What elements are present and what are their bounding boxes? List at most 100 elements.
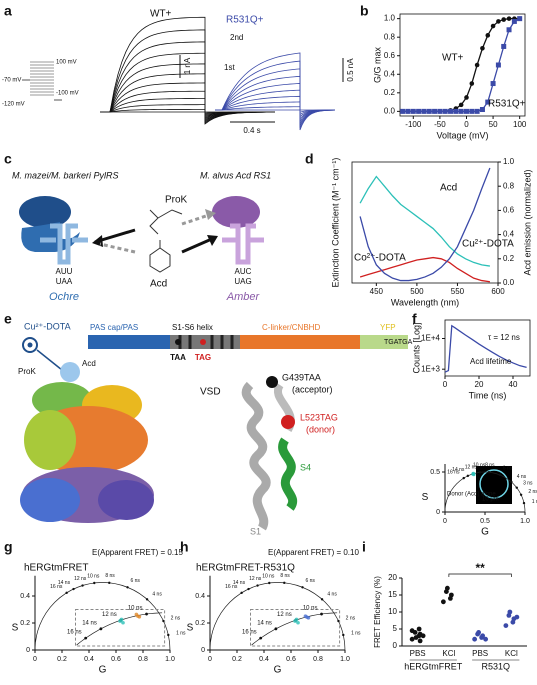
y-tick-label: 0.8 xyxy=(384,32,396,41)
marker xyxy=(511,18,517,24)
lifetime-dot xyxy=(498,473,502,477)
label: ProK xyxy=(18,367,36,376)
y-tick-label: 0.5 xyxy=(430,469,440,476)
lifetime-label: 10 ns xyxy=(87,573,100,579)
phasor-point xyxy=(134,612,139,617)
marker xyxy=(506,27,512,33)
marker xyxy=(501,17,507,22)
lifetime-label: 12 ns xyxy=(249,576,262,582)
significance-label: ** xyxy=(475,561,485,575)
series-label: R531Q+ xyxy=(488,99,526,110)
lifetime-dot xyxy=(99,627,103,631)
phasor-point xyxy=(119,617,124,622)
lifetime-label: 10 ns xyxy=(128,606,143,612)
marker xyxy=(437,108,443,114)
lifetime-dot xyxy=(162,619,165,623)
codon-label: TGATGA xyxy=(384,339,413,346)
lifetime-label: 6 ns xyxy=(503,466,513,472)
protocol-label: 100 mV xyxy=(56,60,77,66)
anticodon: AUC xyxy=(235,267,252,276)
y-tick-label: 15 xyxy=(388,590,397,599)
lifetime-label: 4 ns xyxy=(152,591,162,597)
trna xyxy=(222,223,264,265)
data-point xyxy=(483,636,489,642)
marker xyxy=(469,108,475,114)
lifetime-dot xyxy=(108,581,111,585)
marker xyxy=(410,108,416,114)
marker xyxy=(463,108,469,114)
x-tick-label: 1.0 xyxy=(340,656,350,663)
synthetase xyxy=(212,196,260,228)
chart-subtitle: E(Apparent FRET) = 0.15 xyxy=(92,548,183,557)
x-tick-label: 50 xyxy=(489,120,498,129)
construct-diagram xyxy=(20,335,408,531)
codon-name: Amber xyxy=(226,291,261,303)
data-point xyxy=(420,633,426,639)
lifetime-label: 14 ns xyxy=(452,467,465,473)
lifetime-dot xyxy=(337,619,340,623)
lifetime-dot xyxy=(519,493,523,496)
lifetime-dot xyxy=(167,633,170,637)
y-tick-label: 1E+4 xyxy=(421,334,440,343)
codon-label: TAG xyxy=(195,353,211,362)
lifetime-label: 8 ns xyxy=(280,573,290,579)
lifetime-label: 2 ns xyxy=(171,615,181,621)
enzyme-label: M. alvus Acd RS1 xyxy=(200,170,271,180)
acceptor-residue xyxy=(266,376,278,388)
x-tick-label: 0.6 xyxy=(286,656,296,663)
x-tick-label: KCl xyxy=(505,649,518,658)
series-label: Acd xyxy=(440,183,457,194)
domain-pas xyxy=(88,335,170,349)
lifetime-dot xyxy=(283,581,286,585)
x-tick-label: 0.4 xyxy=(84,656,94,663)
chart-title: hERGtmFRET xyxy=(24,563,88,574)
label: Cu²⁺-DOTA xyxy=(24,321,71,331)
lifetime-dot xyxy=(93,581,96,585)
residue-label: L523TAG xyxy=(300,412,338,422)
helix-label: S1 xyxy=(250,526,261,536)
plot-frame xyxy=(399,13,526,117)
lifetime-label: 1 ns xyxy=(176,631,186,637)
synthetase xyxy=(19,196,71,228)
y-tick-label: 0 xyxy=(393,641,398,650)
codon-label: TAA xyxy=(170,353,186,362)
x-tick-label: 40 xyxy=(509,380,518,389)
x-tick-label: 0 xyxy=(443,380,448,389)
y-tick-label: 5 xyxy=(393,624,398,633)
protocol-label: -70 mV xyxy=(2,78,21,84)
anticodon: AUU xyxy=(56,267,73,276)
series-line xyxy=(359,167,491,282)
phasor-point xyxy=(296,620,300,625)
panel-letter: f xyxy=(412,311,417,327)
cu-ion xyxy=(27,342,33,348)
lifetime-dot xyxy=(145,598,149,601)
x-tick-label: 450 xyxy=(370,287,384,296)
donor-site xyxy=(200,339,206,345)
y2-tick-label: 1.0 xyxy=(503,157,515,166)
x-tick-label: 0.2 xyxy=(57,656,67,663)
lifetime-label: 8 ns xyxy=(485,463,495,469)
data-point xyxy=(409,636,415,642)
data-point xyxy=(416,626,422,632)
panel-letter: e xyxy=(4,311,12,327)
x-tick-label: 1.0 xyxy=(520,518,530,525)
x-tick-label: 100 xyxy=(513,120,527,129)
inset-box xyxy=(250,609,341,647)
lifetime-dot xyxy=(65,591,68,595)
panel-letter: d xyxy=(305,151,314,167)
acceptor-site xyxy=(175,339,181,345)
current-trace xyxy=(100,16,276,125)
helix xyxy=(241,381,271,531)
y2-axis-label: Acd emission (normalized) xyxy=(522,169,532,275)
arrow-head xyxy=(207,235,218,246)
lifetime-label: 12 ns xyxy=(102,612,117,618)
marker xyxy=(490,23,496,29)
marker xyxy=(453,108,459,114)
x-tick-label: 0 xyxy=(33,656,37,663)
lifetime-dot xyxy=(487,471,491,474)
x-tick-label: 0.6 xyxy=(111,656,121,663)
data-point xyxy=(480,633,486,639)
molecule xyxy=(149,209,183,235)
y-tick-label: 0.4 xyxy=(384,69,396,78)
lifetime-dot xyxy=(72,587,75,591)
